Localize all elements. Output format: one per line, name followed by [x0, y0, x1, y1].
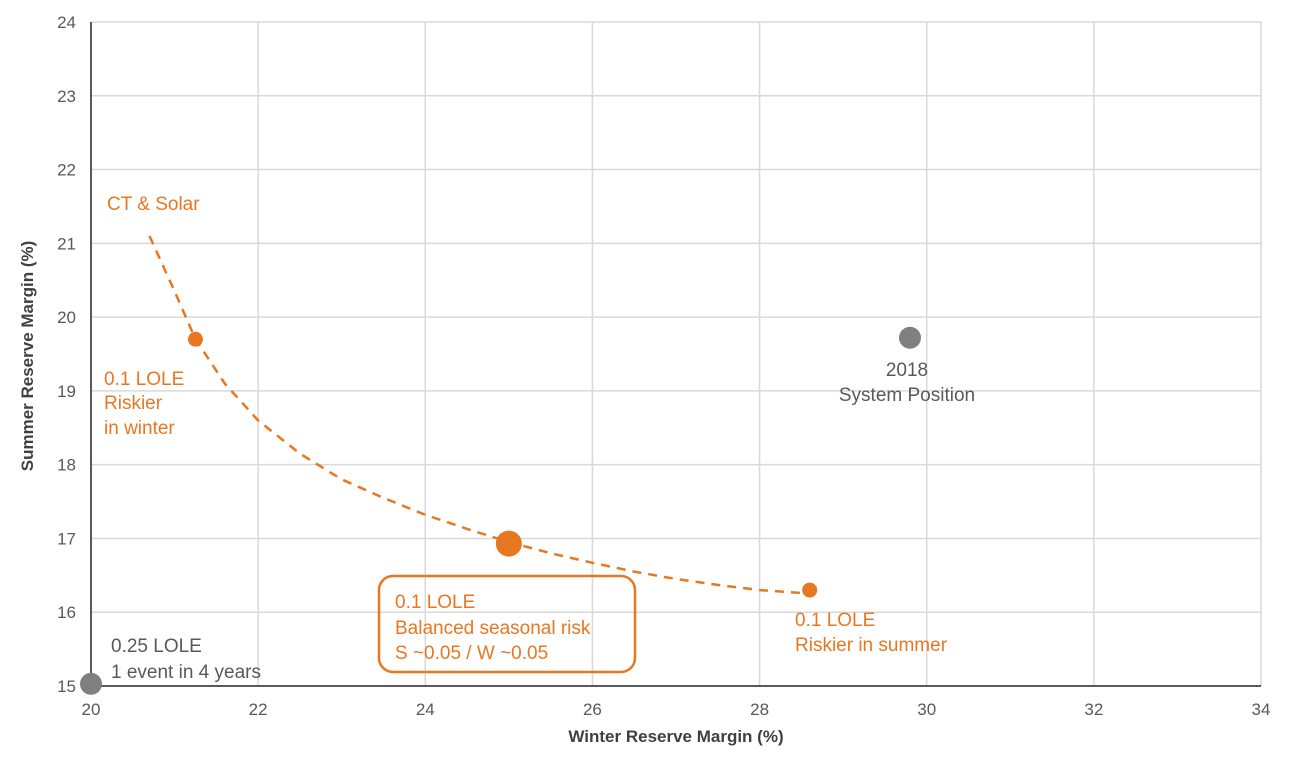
- y-tick-18: 18: [57, 456, 76, 475]
- gridlines: [90, 21, 1262, 687]
- y-tick-16: 16: [57, 603, 76, 622]
- svg-text:1 event in 4 years: 1 event in 4 years: [111, 662, 261, 683]
- x-tick-20: 20: [82, 700, 101, 719]
- x-tick-24: 24: [416, 700, 435, 719]
- x-tick-labels: 20 22 24 26 28 30 32 34: [82, 700, 1271, 719]
- svg-text:in winter: in winter: [104, 418, 175, 439]
- svg-text:2018: 2018: [886, 360, 928, 381]
- svg-text:Balanced seasonal risk: Balanced seasonal risk: [395, 618, 591, 639]
- data-point-3: [899, 326, 921, 349]
- svg-text:S ~0.05 / W ~0.05: S ~0.05 / W ~0.05: [395, 643, 548, 664]
- svg-text:0.1 LOLE: 0.1 LOLE: [104, 369, 184, 390]
- x-tick-30: 30: [917, 700, 936, 719]
- summer-risk-label: 0.1 LOLE Riskier in summer: [795, 610, 948, 656]
- y-axis-title: Summer Reserve Margin (%): [18, 241, 37, 472]
- base-lole-label: 0.25 LOLE 1 event in 4 years: [111, 636, 261, 683]
- y-tick-20: 20: [57, 308, 76, 327]
- y-tick-24: 24: [57, 13, 76, 32]
- y-tick-22: 22: [57, 161, 76, 180]
- y-tick-19: 19: [57, 382, 76, 401]
- balanced-risk-label: 0.1 LOLE Balanced seasonal risk S ~0.05 …: [395, 592, 591, 664]
- svg-text:0.1 LOLE: 0.1 LOLE: [795, 610, 875, 631]
- x-tick-32: 32: [1084, 700, 1103, 719]
- x-tick-26: 26: [583, 700, 602, 719]
- system-position-label: 2018 System Position: [839, 360, 975, 406]
- y-tick-labels: 15 16 17 18 19 20 21 22 23 24: [57, 13, 76, 696]
- svg-text:0.25 LOLE: 0.25 LOLE: [111, 636, 202, 657]
- axes: [90, 22, 1261, 687]
- x-tick-28: 28: [750, 700, 769, 719]
- x-tick-34: 34: [1252, 700, 1271, 719]
- ct-solar-label: CT & Solar: [107, 194, 200, 215]
- data-point-4: [80, 672, 102, 695]
- y-tick-21: 21: [57, 234, 76, 253]
- y-tick-15: 15: [57, 677, 76, 696]
- balanced-risk-box: [377, 574, 637, 674]
- data-points: [80, 326, 921, 695]
- x-axis-title: Winter Reserve Margin (%): [568, 727, 783, 746]
- y-tick-23: 23: [57, 87, 76, 106]
- x-tick-22: 22: [249, 700, 268, 719]
- data-point-1: [495, 530, 522, 557]
- y-tick-17: 17: [57, 529, 76, 548]
- lole-curve: [148, 235, 802, 595]
- winter-risk-label: 0.1 LOLE Riskier in winter: [104, 369, 184, 439]
- svg-text:Riskier: Riskier: [104, 393, 163, 414]
- data-point-2: [802, 582, 818, 598]
- svg-text:Riskier in summer: Riskier in summer: [795, 635, 948, 656]
- data-point-0: [187, 331, 203, 347]
- svg-text:System Position: System Position: [839, 385, 975, 406]
- svg-text:0.1 LOLE: 0.1 LOLE: [395, 592, 475, 613]
